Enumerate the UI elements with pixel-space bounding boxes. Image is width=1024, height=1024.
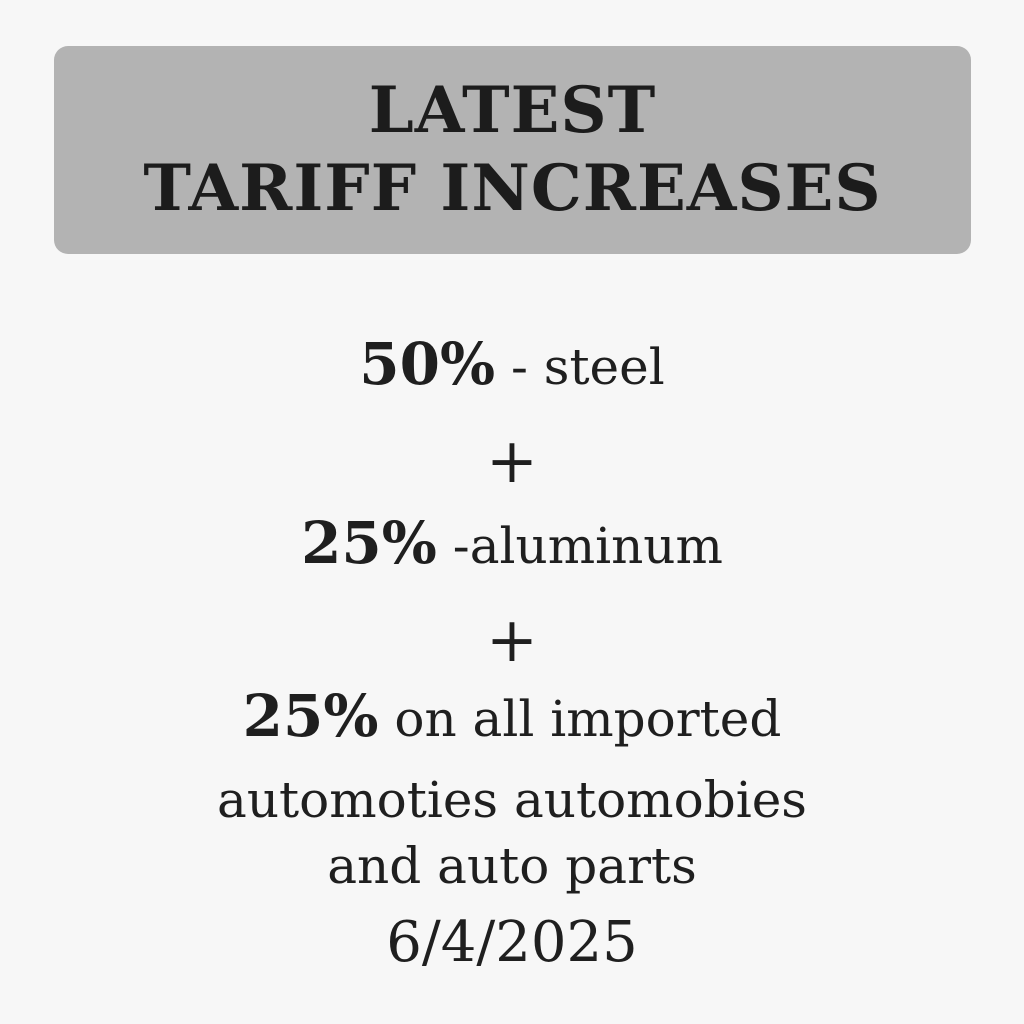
- tariff-item-auto: 25% on all imported: [243, 680, 782, 767]
- tariff-material: on all imported: [394, 690, 782, 748]
- title-banner: LATEST TARIFF INCREASES: [54, 46, 971, 254]
- title-line-2: TARIFF INCREASES: [143, 151, 882, 226]
- tariff-detail-line-2: and auto parts: [327, 837, 697, 895]
- effective-date: 6/4/2025: [386, 910, 638, 975]
- tariff-material: aluminum: [469, 517, 723, 575]
- plus-sign: +: [486, 424, 538, 497]
- tariff-material: steel: [543, 338, 665, 396]
- tariff-rate: 50%: [359, 330, 496, 398]
- tariff-detail-line-1: automoties automobies: [217, 771, 807, 829]
- tariff-separator: -: [436, 517, 470, 575]
- tariff-rate: 25%: [242, 682, 379, 750]
- tariff-rate: 25%: [301, 509, 437, 577]
- tariff-separator: -: [495, 338, 544, 396]
- tariff-item-steel: 50% - steel: [359, 322, 664, 421]
- title-line-1: LATEST: [368, 73, 657, 148]
- plus-sign: +: [486, 603, 538, 676]
- tariff-item-aluminum: 25% -aluminum: [301, 501, 723, 600]
- tariff-separator: [378, 690, 394, 748]
- tariff-list: 50% - steel + 25% -aluminum + 25% on all…: [0, 322, 1024, 985]
